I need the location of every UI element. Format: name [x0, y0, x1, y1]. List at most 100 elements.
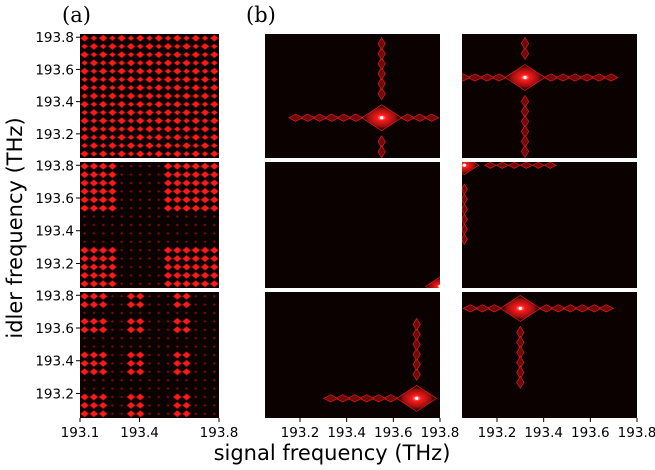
panel-a-point: [126, 75, 136, 84]
panel-a-point: [175, 387, 180, 391]
panel-a-point: [154, 142, 163, 149]
panel-a-point: [90, 134, 98, 141]
panel-a-point: [145, 150, 154, 157]
panel-a-point: [175, 336, 180, 340]
panel-a-point: [144, 108, 155, 117]
panel-a-point: [119, 403, 124, 407]
panel-a-point: [119, 231, 124, 235]
panel-a-point: [92, 223, 96, 227]
panel-a-point: [79, 195, 90, 204]
panel-a-point: [126, 92, 136, 100]
streak-point: [336, 113, 352, 122]
panel-a-point: [181, 141, 192, 150]
panel-a-point: [89, 300, 99, 309]
panel-a-point: [212, 294, 217, 298]
streak-point: [483, 162, 497, 169]
panel-a-point: [200, 195, 210, 204]
streak-point: [574, 304, 590, 313]
panel-a-point: [181, 162, 192, 171]
panel-a-point: [154, 126, 163, 133]
panel-a-point: [101, 387, 105, 391]
panel-a-point: [181, 300, 192, 309]
streak-point: [520, 144, 530, 158]
panel-a-point: [98, 279, 108, 288]
panel-a-point: [138, 345, 143, 349]
panel-a-point: [110, 294, 115, 298]
panel-a-point: [79, 179, 90, 187]
panel-a-point: [136, 43, 145, 50]
panel-a-point: [200, 263, 210, 271]
panel-a-point: [203, 403, 207, 407]
panel-a-point: [200, 59, 210, 67]
panel-a-point: [172, 116, 183, 125]
panel-a-point: [200, 75, 210, 84]
panel-a-point: [108, 101, 117, 108]
panel-a-point: [119, 412, 124, 416]
streak-point: [543, 73, 559, 82]
panel-a-point: [110, 231, 115, 235]
y-tick-label: 193.4: [35, 354, 74, 370]
panel-a-point: [192, 109, 200, 116]
panel-a-point: [129, 181, 133, 185]
panel-a-point: [107, 170, 118, 179]
panel-a-point: [126, 367, 136, 376]
panel-a-point: [98, 401, 108, 410]
streak-point: [377, 67, 386, 81]
panel-a-point: [209, 246, 220, 255]
panel-a-point: [166, 328, 170, 332]
panel-a-point: [119, 370, 124, 374]
panel-a-point: [200, 254, 210, 263]
panel-a-point: [156, 198, 161, 202]
panel-a-point: [79, 83, 90, 92]
panel-a-point: [119, 164, 124, 168]
panel-a-point: [210, 92, 219, 100]
panel-a-point: [181, 75, 192, 84]
panel-a-point: [136, 92, 145, 100]
panel-a-point: [110, 223, 115, 227]
panel-a-point: [110, 328, 115, 332]
panel-a-point: [201, 84, 209, 91]
panel-a-point: [203, 345, 207, 349]
panel-a-point: [135, 325, 145, 334]
panel-a-point: [156, 378, 161, 382]
panel-a-point: [135, 409, 145, 418]
panel-a-point: [147, 328, 152, 332]
panel-a-point: [79, 170, 90, 179]
panel-a-point: [209, 116, 220, 125]
panel-a-point: [89, 75, 99, 84]
panel-a-point: [156, 294, 161, 298]
panel-a-point: [98, 170, 108, 179]
panel-a-point: [175, 311, 180, 315]
x-tick-label: 193.4: [120, 425, 159, 441]
panel-a-point: [175, 240, 180, 244]
panel-a-point: [119, 198, 124, 202]
panel-a-point: [191, 170, 201, 179]
panel-a-point: [135, 67, 145, 76]
panel-a-point: [89, 187, 99, 196]
panel-a-point: [98, 246, 108, 255]
streak-point: [300, 113, 316, 122]
panel-a-point: [135, 351, 145, 359]
panel-a-point: [129, 387, 133, 391]
streak-point: [412, 337, 421, 351]
panel-a-point: [129, 164, 133, 168]
panel-a-point: [147, 231, 152, 235]
panel-a-point: [154, 83, 164, 92]
panel-a-point: [136, 126, 145, 133]
panel-a-point: [101, 378, 105, 382]
panel-a-point: [147, 294, 152, 298]
panel-b-background: [265, 162, 440, 288]
panel-a-point: [129, 336, 133, 340]
panel-a-point: [108, 35, 117, 42]
panel-a-point: [98, 317, 108, 326]
streak-point: [591, 73, 607, 82]
panel-a-point: [110, 378, 115, 382]
panel-a-point: [135, 359, 145, 368]
panel-a-point: [156, 164, 161, 168]
panel-a-point: [191, 179, 201, 187]
panel-a-point: [135, 300, 145, 309]
streak-point: [603, 73, 619, 82]
peak-center: [462, 163, 466, 167]
panel-a-point: [136, 76, 145, 83]
